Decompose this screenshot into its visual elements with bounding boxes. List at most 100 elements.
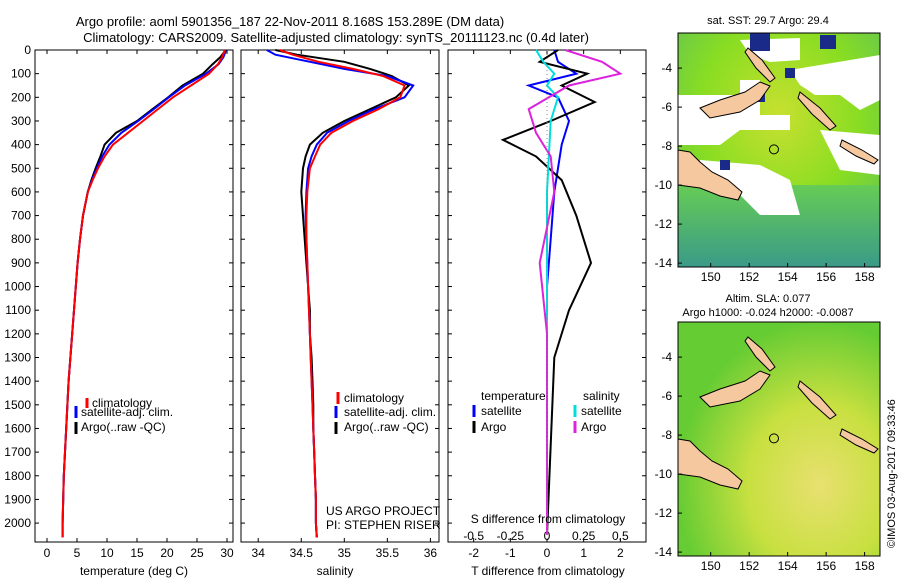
depth-axis: 0 100 200 300 400 500 600 700 800 900 1000 1100 1200… — [4, 43, 646, 530]
map-y-tick-label: -14 — [655, 256, 673, 270]
map-x-tick-label: 152 — [739, 559, 759, 573]
depth-tick-label: 700 — [11, 209, 31, 223]
x-tick-label: 0 — [544, 546, 551, 560]
x-tick-label: 35.5 — [376, 546, 400, 560]
sla-map-frame — [677, 321, 881, 557]
land-new-ireland — [744, 47, 776, 83]
series-line-temperature-argo — [500, 49, 598, 535]
series-line-salinity-argo — [527, 49, 623, 535]
sla-map-title1: Altim. SLA: 0.077 — [726, 293, 811, 305]
map-y-tick-label: -10 — [655, 178, 673, 192]
depth-tick-label: 1400 — [4, 374, 31, 388]
x-tick-label: 25 — [190, 546, 204, 560]
map-y-tick-label: -8 — [661, 428, 672, 442]
map-x-tick-label: 158 — [855, 559, 875, 573]
depth-tick-label: 300 — [11, 114, 31, 128]
depth-tick-label: 2000 — [4, 516, 31, 530]
map-y-tick-label: -6 — [661, 389, 672, 403]
x-tick-label: -2 — [468, 546, 479, 560]
s-tick-label: -0.25 — [497, 529, 525, 543]
x-tick-label: 5 — [74, 546, 81, 560]
no-data-patch — [790, 55, 880, 110]
depth-tick-label: 1900 — [4, 492, 31, 506]
legend-sal-title: salinity — [583, 389, 620, 403]
x-tick-label: 15 — [130, 546, 144, 560]
sst-map — [678, 33, 880, 267]
depth-tick-label: 800 — [11, 232, 31, 246]
salinity-x-axis: 34 34.5 35 35.5 36 — [252, 50, 437, 560]
legend-label: satellite — [581, 404, 622, 418]
sla-map — [678, 322, 880, 556]
depth-tick-label: 1800 — [4, 469, 31, 483]
legend-label: satellite-adj. clim. — [81, 405, 173, 419]
depth-tick-label: 200 — [11, 90, 31, 104]
map-y-tick-label: -12 — [655, 506, 673, 520]
x-tick-label: 2 — [617, 546, 624, 560]
s-tick-label: -0.5 — [463, 529, 484, 543]
salinity-xlabel: salinity — [317, 564, 354, 578]
sst-map-frame — [677, 32, 881, 268]
map-x-tick-label: 152 — [739, 270, 759, 284]
sla-map-title2: Argo h1000: -0.024 h2000: -0.0087 — [682, 307, 853, 319]
difference-x-axis: -2 -1 0 1 2 -0.5 -0.25 0 0.25 0.5 — [463, 50, 629, 560]
map-y-tick-label: -4 — [661, 61, 672, 75]
s-tick-label: 0 — [544, 529, 551, 543]
x-tick-label: 0 — [44, 546, 51, 560]
x-tick-label: 1 — [580, 546, 587, 560]
depth-tick-label: 1500 — [4, 398, 31, 412]
land-solomons — [839, 139, 879, 165]
depth-tick-label: 1200 — [4, 327, 31, 341]
depth-tick-label: 0 — [24, 43, 31, 57]
map-y-tick-label: -8 — [661, 139, 672, 153]
depth-tick-label: 100 — [11, 67, 31, 81]
map-x-tick-label: 150 — [701, 270, 721, 284]
difference-bottom-label: T difference from climatology — [471, 564, 625, 578]
x-tick-label: 20 — [160, 546, 174, 560]
difference-top-label: S difference from climatology — [471, 512, 626, 526]
depth-tick-label: 600 — [11, 185, 31, 199]
depth-tick-label: 1000 — [4, 280, 31, 294]
salinity-panel — [240, 49, 440, 543]
credit-project: US ARGO PROJECT — [326, 504, 441, 518]
legend-label: Argo — [481, 420, 507, 434]
x-tick-label: 10 — [100, 546, 114, 560]
argo-float-marker-top — [768, 144, 779, 155]
legend-label: satellite-adj. clim. — [344, 405, 436, 419]
salinity-series — [266, 49, 415, 538]
header-line1: Argo profile: aoml 5901356_187 22-Nov-20… — [76, 14, 504, 29]
depth-tick-label: 1300 — [4, 351, 31, 365]
imos-credit: ©IMOS 03-Aug-2017 09:33:46 — [886, 399, 898, 548]
difference-series — [500, 49, 623, 542]
map-x-tick-label: 150 — [701, 559, 721, 573]
cold-patch — [785, 68, 795, 78]
difference-legend: temperature salinity satellite Argo sate… — [472, 389, 622, 434]
temperature-xlabel: temperature (deg C) — [80, 564, 188, 578]
temperature-legend: climatology satellite-adj. clim. Argo(..… — [74, 396, 173, 434]
legend-label: satellite — [481, 404, 522, 418]
x-tick-label: 34.5 — [290, 546, 314, 560]
cold-patch — [720, 160, 730, 170]
depth-tick-label: 1100 — [5, 303, 31, 317]
map-x-tick-label: 154 — [778, 559, 798, 573]
land-png-tail — [678, 438, 743, 490]
map-x-tick-label: 158 — [855, 270, 875, 284]
no-data-patch — [700, 160, 800, 215]
map-y-tick-label: -4 — [661, 350, 672, 364]
s-tick-label: 0.5 — [612, 529, 629, 543]
sla-map-axes: 150 152 154 156 158 -4 -6 -8 -10 -12 -14 — [655, 350, 875, 573]
land-bougainville — [797, 380, 837, 420]
legend-temp-title: temperature — [481, 389, 546, 403]
land-new-britain — [699, 370, 771, 408]
depth-tick-label: 900 — [11, 256, 31, 270]
map-y-tick-label: -14 — [655, 545, 673, 559]
sst-map-title: sat. SST: 29.7 Argo: 29.4 — [707, 15, 829, 27]
map-x-tick-label: 154 — [778, 270, 798, 284]
map-y-tick-label: -6 — [661, 100, 672, 114]
x-tick-label: 34 — [252, 546, 266, 560]
legend-label: Argo(..raw -QC) — [344, 420, 429, 434]
series-line-climatology — [61, 49, 226, 538]
map-y-tick-label: -10 — [655, 467, 673, 481]
map-x-tick-label: 156 — [816, 559, 836, 573]
credit-pi: PI: STEPHEN RISER — [326, 518, 441, 532]
